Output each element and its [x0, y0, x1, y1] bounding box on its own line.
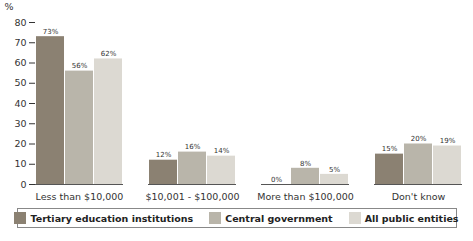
svg-text:40: 40: [14, 98, 26, 109]
svg-text:More than $100,000: More than $100,000: [257, 191, 354, 202]
svg-text:10: 10: [14, 158, 26, 169]
svg-text:50: 50: [14, 77, 26, 88]
svg-text:20%: 20%: [411, 135, 427, 143]
svg-text:8%: 8%: [300, 160, 311, 168]
svg-text:19%: 19%: [440, 137, 456, 145]
svg-text:0: 0: [20, 179, 26, 190]
svg-text:14%: 14%: [214, 147, 230, 155]
svg-text:15%: 15%: [382, 145, 398, 153]
svg-text:%: %: [5, 1, 14, 12]
svg-text:$10,001 - $100,000: $10,001 - $100,000: [145, 191, 239, 202]
svg-text:Less than $10,000: Less than $10,000: [36, 191, 124, 202]
html-text:Tertiary education institution: Tertiary education institutions: [30, 212, 194, 224]
svg-text:70: 70: [14, 37, 26, 48]
svg-text:62%: 62%: [101, 50, 117, 58]
svg-text:12%: 12%: [156, 151, 172, 159]
html-text:All public entities: All public entities: [364, 212, 459, 224]
svg-text:56%: 56%: [72, 62, 88, 70]
svg-text:16%: 16%: [185, 143, 201, 151]
svg-text:Don't know: Don't know: [392, 191, 446, 202]
svg-text:30: 30: [14, 118, 26, 129]
svg-text:0%: 0%: [271, 176, 282, 184]
html-text:Central government: Central government: [225, 212, 333, 224]
svg-text:73%: 73%: [43, 28, 59, 36]
svg-text:5%: 5%: [329, 166, 340, 174]
svg-text:80: 80: [14, 17, 26, 28]
svg-text:20: 20: [14, 138, 26, 149]
svg-text:60: 60: [14, 57, 26, 68]
